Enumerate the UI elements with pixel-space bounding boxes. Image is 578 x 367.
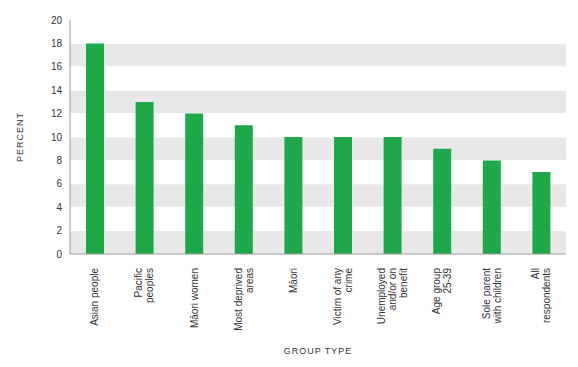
svg-text:Victim of anycrime: Victim of anycrime [332,268,354,325]
svg-text:12: 12 [51,108,63,119]
svg-text:6: 6 [56,178,62,189]
svg-text:8: 8 [56,155,62,166]
svg-text:GROUP TYPE: GROUP TYPE [284,346,353,356]
svg-text:Most deprivedareas: Most deprivedareas [233,268,255,331]
svg-text:Allrespondents: Allrespondents [530,268,552,323]
svg-text:PERCENT: PERCENT [15,112,25,162]
svg-text:Māori women: Māori women [189,268,200,328]
svg-text:0: 0 [56,249,62,260]
svg-text:18: 18 [51,38,63,49]
svg-text:Pacificpeoples: Pacificpeoples [133,268,155,303]
svg-text:Māori: Māori [288,268,299,293]
svg-text:2: 2 [56,225,62,236]
svg-text:14: 14 [51,85,63,96]
svg-text:16: 16 [51,61,63,72]
svg-text:20: 20 [51,15,63,26]
svg-text:Unemployedand/or onbenefit: Unemployedand/or onbenefit [376,268,409,324]
svg-text:Asian people: Asian people [89,268,100,326]
svg-text:10: 10 [51,132,63,143]
svg-text:4: 4 [56,202,62,213]
svg-text:Sole parentwith children: Sole parentwith children [481,268,503,325]
svg-text:Age group25-39: Age group25-39 [431,268,453,315]
